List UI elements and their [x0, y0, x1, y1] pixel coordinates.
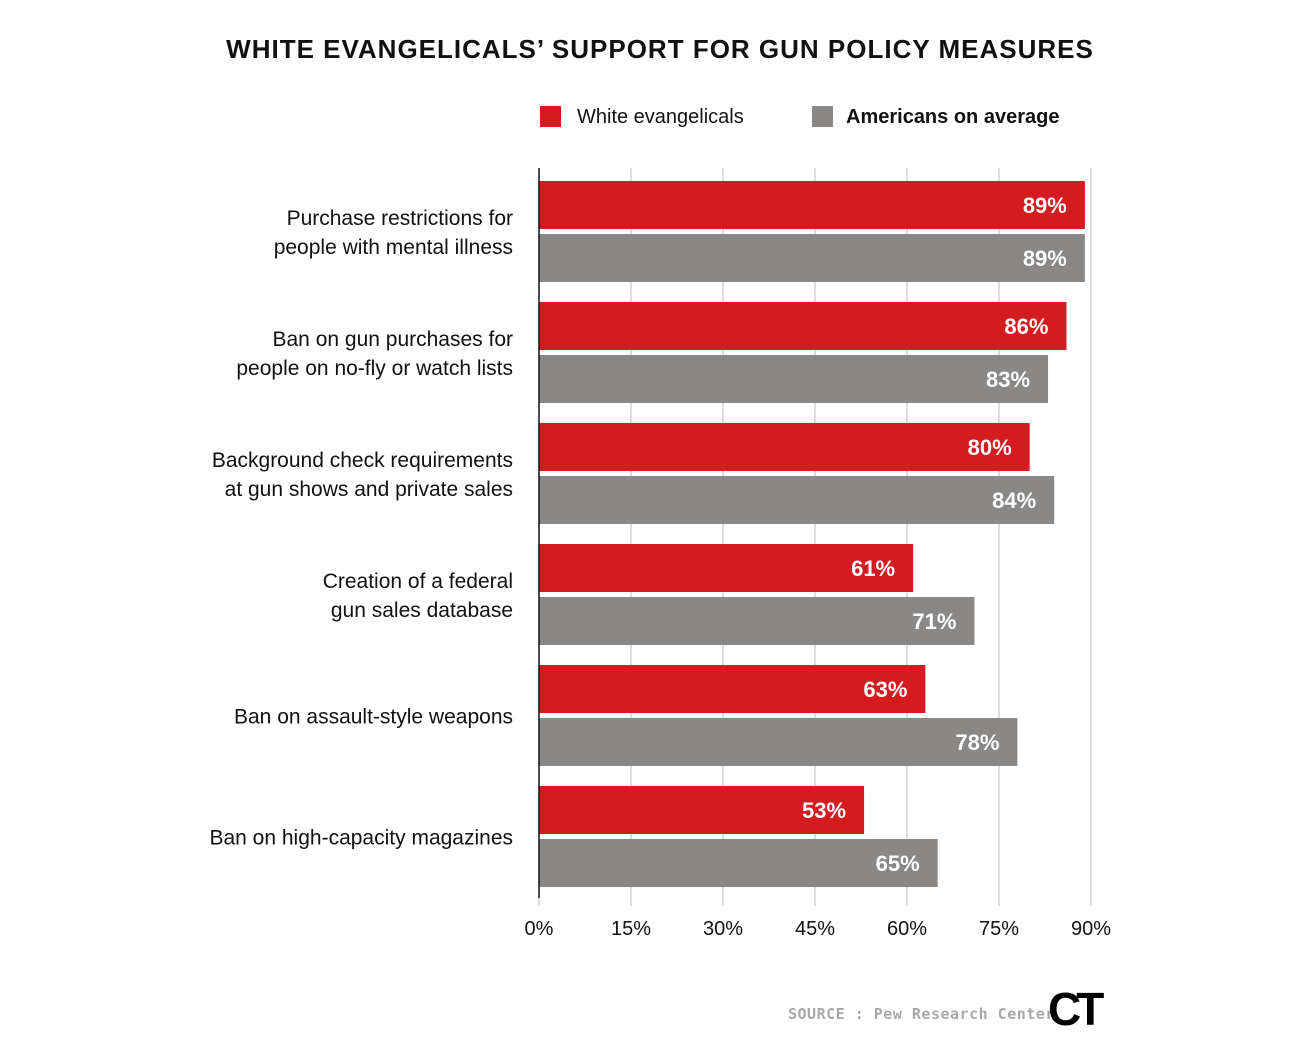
data-label: 71% — [912, 609, 956, 634]
tick-label: 45% — [795, 918, 835, 940]
category-label: people on no-fly or watch lists — [236, 357, 513, 380]
bar — [539, 839, 938, 887]
bar — [539, 476, 1055, 524]
category-label: gun sales database — [331, 599, 513, 622]
bar — [539, 665, 926, 713]
tick-label: 75% — [979, 918, 1019, 940]
category-label: Purchase restrictions for — [287, 207, 513, 230]
legend-swatch — [812, 106, 833, 127]
bar — [539, 234, 1085, 282]
data-label: 61% — [851, 556, 895, 581]
tick-label: 90% — [1071, 918, 1111, 940]
data-label: 63% — [863, 677, 907, 702]
data-label: 78% — [955, 730, 999, 755]
data-label: 53% — [802, 798, 846, 823]
legend-label: Americans on average — [846, 106, 1059, 128]
tick-label: 60% — [887, 918, 927, 940]
bar — [539, 181, 1085, 229]
data-label: 89% — [1023, 246, 1067, 271]
bar — [539, 355, 1049, 403]
legend-swatch — [540, 106, 561, 127]
tick-label: 0% — [525, 918, 554, 940]
category-label: Ban on assault-style weapons — [234, 706, 513, 729]
data-label: 65% — [876, 851, 920, 876]
bar — [539, 544, 914, 592]
bar — [539, 786, 865, 834]
data-label: 80% — [968, 435, 1012, 460]
legend-label: White evangelicals — [577, 106, 744, 128]
bar — [539, 718, 1018, 766]
category-label: Background check requirements — [212, 449, 513, 472]
ct-logo: CT — [1048, 983, 1104, 1035]
bar — [539, 302, 1067, 350]
chart-title: WHITE EVANGELICALS’ SUPPORT FOR GUN POLI… — [226, 34, 1094, 64]
data-label: 86% — [1004, 314, 1048, 339]
category-label: Ban on gun purchases for — [273, 328, 514, 351]
data-label: 83% — [986, 367, 1030, 392]
tick-label: 30% — [703, 918, 743, 940]
category-label: Ban on high-capacity magazines — [209, 827, 513, 850]
tick-label: 15% — [611, 918, 651, 940]
source-credit: SOURCE : Pew Research Center — [788, 1005, 1055, 1023]
data-label: 84% — [992, 488, 1036, 513]
category-label: people with mental illness — [274, 236, 513, 259]
bar — [539, 423, 1030, 471]
category-label: Creation of a federal — [323, 570, 513, 593]
category-label: at gun shows and private sales — [225, 478, 513, 501]
bar — [539, 597, 975, 645]
data-label: 89% — [1023, 193, 1067, 218]
